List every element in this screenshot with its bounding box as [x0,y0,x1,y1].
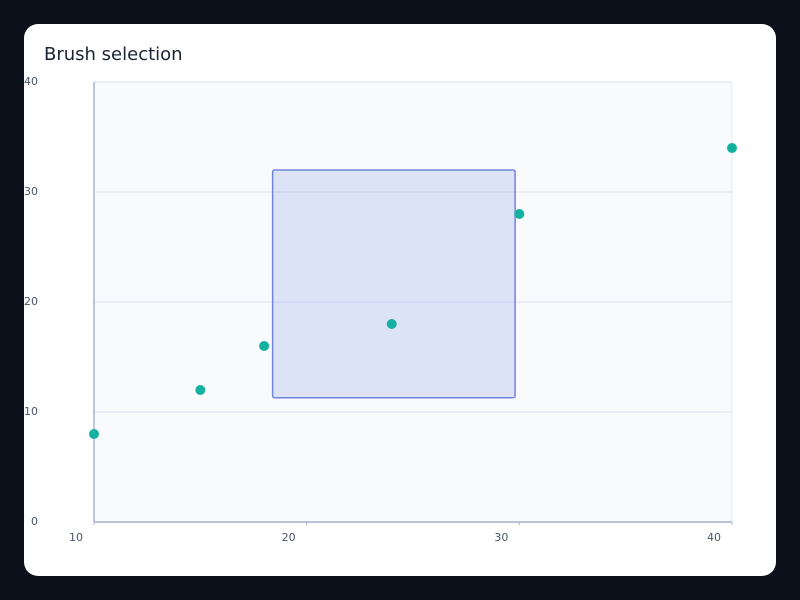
point [89,429,99,439]
point [259,341,270,351]
y-tick-label: 20 [24,295,38,308]
point [386,319,397,329]
point [195,385,206,395]
x-tick-label: 40 [707,531,721,544]
chart-title: Brush selection [44,44,183,65]
point [727,143,737,153]
x-tick-label: 10 [69,531,83,544]
point [514,209,525,219]
y-tick-label: 10 [24,405,38,418]
brush-selection [271,169,516,399]
x-tick-label: 20 [282,531,296,544]
y-tick-label: 30 [24,185,38,198]
x-tick-label: 30 [494,531,508,544]
y-tick-label: 0 [31,515,38,528]
y-tick-label: 40 [24,75,38,88]
